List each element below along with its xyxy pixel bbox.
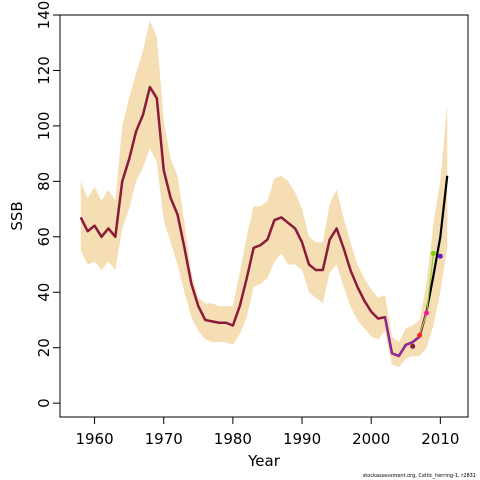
y-axis: 0 20 40 60 80 100 120 140 [35,1,60,408]
x-tick-label: 1970 [145,430,183,448]
x-tick-label: 1990 [283,430,321,448]
data-point-3 [430,250,436,256]
credit-text: stockassessment.org, Celtic_herring-1, r… [363,473,476,479]
x-tick-label: 1980 [214,430,252,448]
x-axis-title: Year [247,452,281,470]
confidence-band-layer [80,20,448,368]
series-line-2 [425,175,449,312]
plot-frame [59,14,469,418]
data-point-1 [417,332,423,338]
x-tick-label: 2000 [352,430,390,448]
confidence-band [80,20,448,368]
x-axis: 1960 1970 1980 1990 2000 2010 [75,417,459,448]
y-axis-title: SSB [8,201,26,230]
points-layer [410,250,443,349]
y-tick-label: 0 [35,398,53,408]
data-point-2 [424,310,430,316]
data-point-0 [410,343,416,349]
y-tick-label: 140 [35,1,53,30]
data-point-4 [437,253,443,259]
x-tick-label: 1960 [75,430,113,448]
y-tick-label: 100 [35,112,53,141]
series-line-0 [79,85,428,358]
y-tick-label: 20 [35,338,53,357]
y-tick-label: 80 [35,172,53,191]
y-tick-label: 120 [35,56,53,85]
x-tick-label: 2010 [421,430,459,448]
y-tick-label: 60 [35,227,53,246]
y-tick-label: 40 [35,283,53,302]
